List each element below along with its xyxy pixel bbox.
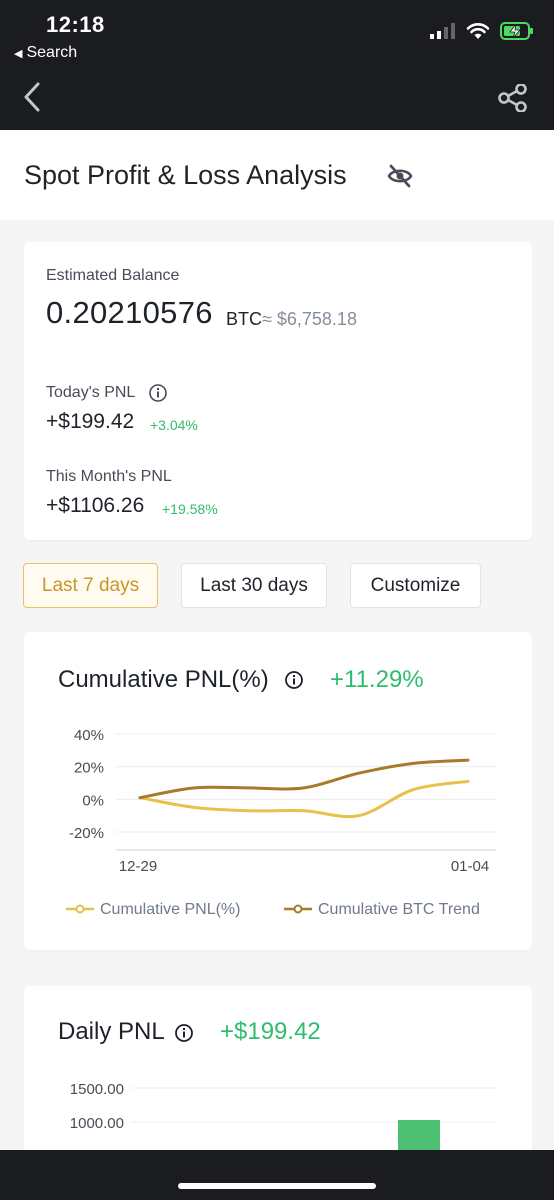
info-icon[interactable] — [174, 1023, 194, 1043]
y-tick-label: -20% — [69, 825, 104, 842]
y-tick-label: 40% — [74, 727, 104, 744]
title-bar — [0, 130, 554, 220]
status-time: 12:18 — [46, 12, 105, 37]
status-icons — [430, 22, 534, 40]
x-tick-label: 01-04 — [451, 858, 489, 875]
legend-label: Cumulative BTC Trend — [318, 901, 480, 918]
y-tick-label: 1500.00 — [70, 1081, 124, 1098]
top-bar: 12:18 ◀ Search — [0, 0, 554, 130]
back-triangle-icon: ◀ — [14, 47, 23, 60]
wifi-icon — [466, 23, 490, 39]
back-arrow-icon[interactable] — [18, 80, 46, 114]
series-line-cumulative-pnl — [138, 779, 470, 819]
balance-unit: BTC — [226, 309, 262, 329]
daily-pnl-value: +$199.42 — [220, 1018, 321, 1045]
share-icon[interactable] — [498, 84, 528, 112]
back-to-search[interactable]: ◀ Search — [14, 44, 77, 62]
home-indicator[interactable] — [178, 1183, 376, 1189]
month-pnl-label: This Month's PNL — [46, 468, 172, 485]
x-tick-label: 12-29 — [119, 858, 157, 875]
info-icon[interactable] — [148, 383, 168, 403]
today-pnl-label: Today's PNL — [46, 384, 136, 401]
info-icon[interactable] — [284, 670, 304, 690]
legend-label: Cumulative PNL(%) — [100, 901, 240, 918]
bottom-bar — [0, 1150, 554, 1200]
y-tick-label: 1000.00 — [70, 1115, 124, 1132]
y-tick-label: 0% — [82, 792, 104, 809]
balance-usd-approx: ≈ $6,758.18 — [262, 309, 357, 329]
tab-customize[interactable]: Customize — [350, 563, 481, 608]
hide-balance-icon[interactable] — [386, 162, 414, 190]
back-to-search-label: Search — [26, 44, 78, 61]
series-line-btc-trend — [138, 758, 470, 800]
cumulative-pnl-title: Cumulative PNL(%) — [58, 666, 269, 693]
today-pnl-percent: +3.04% — [150, 417, 198, 433]
estimated-balance-value: 0.20210576 — [46, 295, 213, 330]
month-pnl-value: +$1106.26 — [46, 494, 145, 517]
daily-pnl-title: Daily PNL — [58, 1018, 165, 1045]
y-tick-label: 20% — [74, 760, 104, 777]
tab-last-7-days[interactable]: Last 7 days — [23, 563, 158, 608]
legend-marker — [293, 904, 303, 914]
cumulative-pnl-percent: +11.29% — [330, 666, 424, 693]
month-pnl-percent: +19.58% — [162, 501, 218, 517]
tab-last-30-days[interactable]: Last 30 days — [181, 563, 327, 608]
legend-marker — [75, 904, 85, 914]
cumulative-pnl-chart: 40% 20% 0% -20% 12-29 01-04 Cumulative PNL(%) C… — [66, 727, 496, 918]
cumulative-pnl-card: Cumulative PNL(%) +11.29% 40% 20% 0% -20% 12… — [24, 632, 532, 950]
balance-card: Estimated Balance 0.20210576 BTC ≈ $6,75… — [24, 242, 532, 540]
estimated-balance-label: Estimated Balance — [46, 267, 180, 284]
battery-charging-icon — [500, 22, 533, 40]
cellular-signal-icon — [430, 23, 455, 39]
page-title: Spot Profit & Loss Analysis — [24, 160, 347, 190]
today-pnl-value: +$199.42 — [46, 410, 135, 433]
